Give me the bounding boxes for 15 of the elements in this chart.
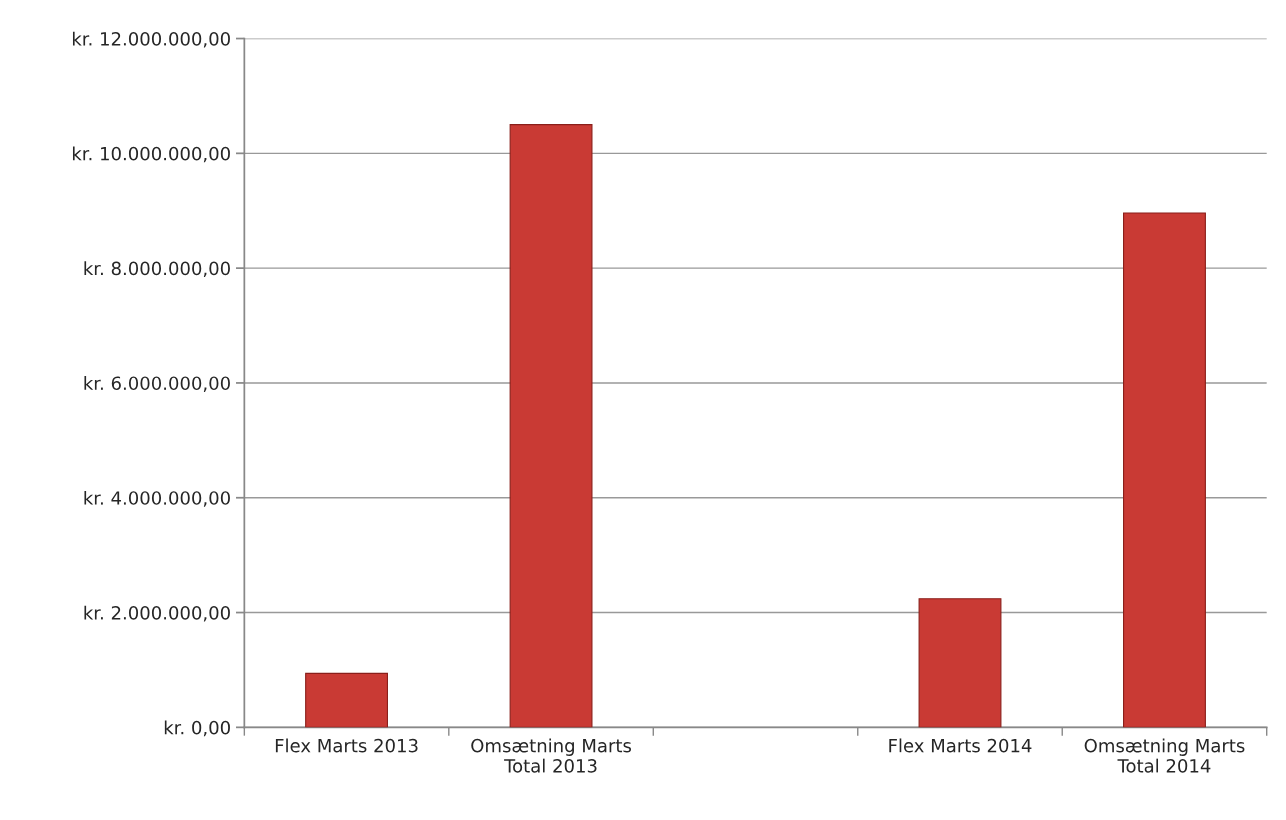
x-tick-label: Flex Marts 2014	[889, 738, 1032, 753]
bar	[1123, 212, 1206, 728]
bar	[918, 598, 1002, 728]
y-tick-label: kr. 0,00	[164, 720, 230, 737]
x-tick-label: Omsætning Marts Total 2013	[471, 738, 632, 773]
y-tick-label: kr. 8.000.000,00	[84, 261, 230, 278]
y-tick-label: kr. 6.000.000,00	[84, 376, 230, 392]
bar	[509, 124, 593, 728]
y-tick-label: kr. 12.000.000,00	[72, 31, 230, 48]
y-tick-label: kr. 2.000.000,00	[84, 605, 230, 622]
x-tick-label: Flex Marts 2013	[275, 738, 418, 753]
y-tick-label: kr. 4.000.000,00	[84, 490, 230, 507]
x-tick-label: Omsætning Marts Total 2014	[1084, 738, 1245, 773]
y-tick-label: kr. 10.000.000,00	[72, 146, 230, 163]
bar	[305, 672, 389, 728]
